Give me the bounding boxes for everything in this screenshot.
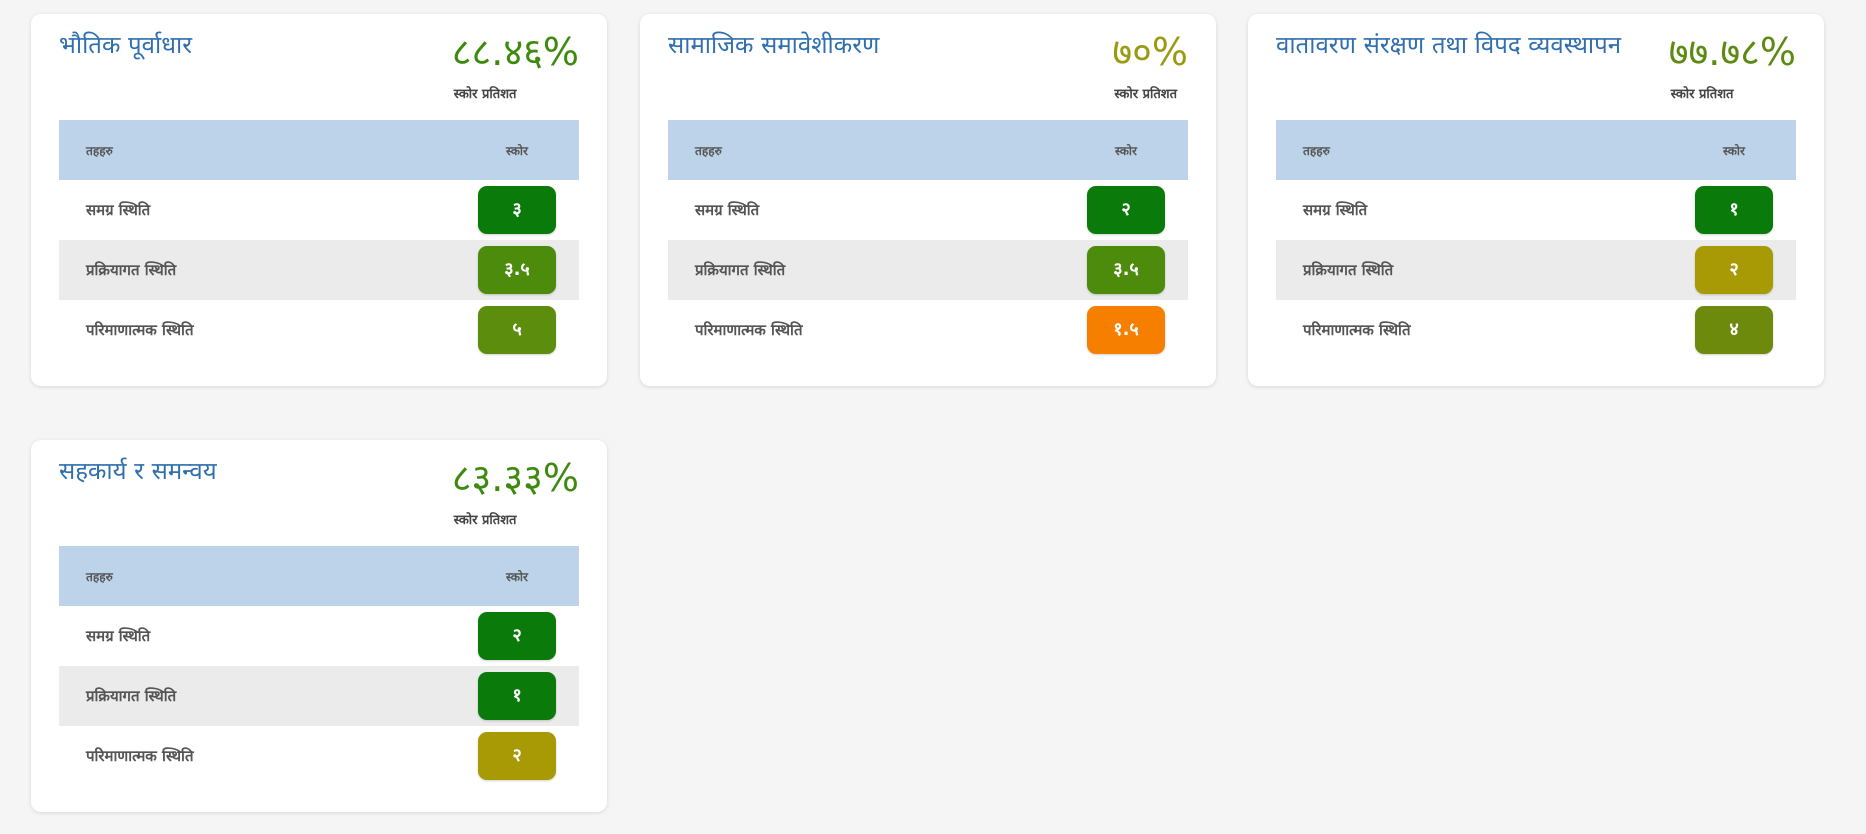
table-header-row: तहहरु स्कोर (668, 120, 1188, 180)
table-header-row: तहहरु स्कोर (59, 120, 579, 180)
table-header-row: तहहरु स्कोर (1276, 120, 1796, 180)
column-header-tier: तहहरु (59, 120, 455, 180)
row-label: प्रक्रियागत स्थिति (86, 687, 177, 705)
score-pill: २ (1695, 246, 1773, 294)
table-row: प्रक्रियागत स्थिति १ (59, 666, 579, 726)
column-header-score: स्कोर (455, 120, 579, 180)
table-row: समग्र स्थिति ३ (59, 180, 579, 240)
card-social-inclusion: सामाजिक समावेशीकरण ७०% स्कोर प्रतिशत तहह… (640, 14, 1216, 386)
score-block: ७७.७८% स्कोर प्रतिशत (1669, 28, 1796, 102)
score-table: तहहरु स्कोर समग्र स्थिति ३ प्रक्रियागत स… (59, 120, 579, 360)
score-pill: ३.५ (478, 246, 556, 294)
table-row: समग्र स्थिति २ (59, 606, 579, 666)
card-header: सामाजिक समावेशीकरण ७०% स्कोर प्रतिशत (668, 28, 1188, 102)
table-row: परिमाणात्मक स्थिति १.५ (668, 300, 1188, 360)
card-title: सामाजिक समावेशीकरण (668, 31, 880, 59)
card-header: सहकार्य र समन्वय ८३.३३% स्कोर प्रतिशत (59, 454, 579, 528)
score-percentage: ८३.३३% (451, 456, 579, 500)
score-caption: स्कोर प्रतिशत (1670, 87, 1734, 102)
score-pill: २ (478, 732, 556, 780)
card-title: वातावरण संरक्षण तथा विपद व्यवस्थापन (1276, 31, 1622, 59)
row-label: प्रक्रियागत स्थिति (1303, 261, 1394, 279)
score-table: तहहरु स्कोर समग्र स्थिति १ प्रक्रियागत स… (1276, 120, 1796, 360)
table-row: प्रक्रियागत स्थिति २ (1276, 240, 1796, 300)
score-pill: १ (478, 672, 556, 720)
score-percentage: ७०% (1112, 30, 1188, 74)
score-pill: ३.५ (1087, 246, 1165, 294)
score-block: ८३.३३% स्कोर प्रतिशत (452, 454, 579, 528)
score-percentage: ८८.४६% (451, 30, 579, 74)
row-label: समग्र स्थिति (1303, 201, 1368, 219)
card-title: भौतिक पूर्वाधार (59, 31, 193, 59)
card-title: सहकार्य र समन्वय (59, 457, 217, 485)
row-label: परिमाणात्मक स्थिति (1303, 321, 1411, 339)
score-pill: २ (1087, 186, 1165, 234)
score-pill: ५ (478, 306, 556, 354)
score-pill: ३ (478, 186, 556, 234)
card-cooperation-coordination: सहकार्य र समन्वय ८३.३३% स्कोर प्रतिशत तह… (31, 440, 607, 812)
row-label: समग्र स्थिति (86, 201, 151, 219)
table-row: परिमाणात्मक स्थिति ४ (1276, 300, 1796, 360)
column-header-tier: तहहरु (1276, 120, 1672, 180)
score-pill: १ (1695, 186, 1773, 234)
table-row: प्रक्रियागत स्थिति ३.५ (668, 240, 1188, 300)
table-header-row: तहहरु स्कोर (59, 546, 579, 606)
score-caption: स्कोर प्रतिशत (453, 513, 517, 528)
row-label: समग्र स्थिति (695, 201, 760, 219)
score-pill: ४ (1695, 306, 1773, 354)
row-label: परिमाणात्मक स्थिति (86, 747, 194, 765)
card-header: वातावरण संरक्षण तथा विपद व्यवस्थापन ७७.७… (1276, 28, 1796, 102)
score-block: ७०% स्कोर प्रतिशत (1112, 28, 1188, 102)
row-label: परिमाणात्मक स्थिति (695, 321, 803, 339)
row-label: समग्र स्थिति (86, 627, 151, 645)
score-table: तहहरु स्कोर समग्र स्थिति २ प्रक्रियागत स… (59, 546, 579, 786)
score-table: तहहरु स्कोर समग्र स्थिति २ प्रक्रियागत स… (668, 120, 1188, 360)
card-header: भौतिक पूर्वाधार ८८.४६% स्कोर प्रतिशत (59, 28, 579, 102)
row-label: परिमाणात्मक स्थिति (86, 321, 194, 339)
column-header-score: स्कोर (455, 546, 579, 606)
score-pill: १.५ (1087, 306, 1165, 354)
table-row: समग्र स्थिति १ (1276, 180, 1796, 240)
score-caption: स्कोर प्रतिशत (453, 87, 517, 102)
column-header-tier: तहहरु (668, 120, 1064, 180)
score-block: ८८.४६% स्कोर प्रतिशत (452, 28, 579, 102)
score-percentage: ७७.७८% (1668, 30, 1796, 74)
table-row: परिमाणात्मक स्थिति २ (59, 726, 579, 786)
table-row: समग्र स्थिति २ (668, 180, 1188, 240)
score-caption: स्कोर प्रतिशत (1114, 87, 1178, 102)
table-row: परिमाणात्मक स्थिति ५ (59, 300, 579, 360)
card-environment-disaster: वातावरण संरक्षण तथा विपद व्यवस्थापन ७७.७… (1248, 14, 1824, 386)
score-pill: २ (478, 612, 556, 660)
column-header-score: स्कोर (1672, 120, 1796, 180)
column-header-score: स्कोर (1064, 120, 1188, 180)
row-label: प्रक्रियागत स्थिति (86, 261, 177, 279)
column-header-tier: तहहरु (59, 546, 455, 606)
row-label: प्रक्रियागत स्थिति (695, 261, 786, 279)
card-physical-infrastructure: भौतिक पूर्वाधार ८८.४६% स्कोर प्रतिशत तहह… (31, 14, 607, 386)
table-row: प्रक्रियागत स्थिति ३.५ (59, 240, 579, 300)
